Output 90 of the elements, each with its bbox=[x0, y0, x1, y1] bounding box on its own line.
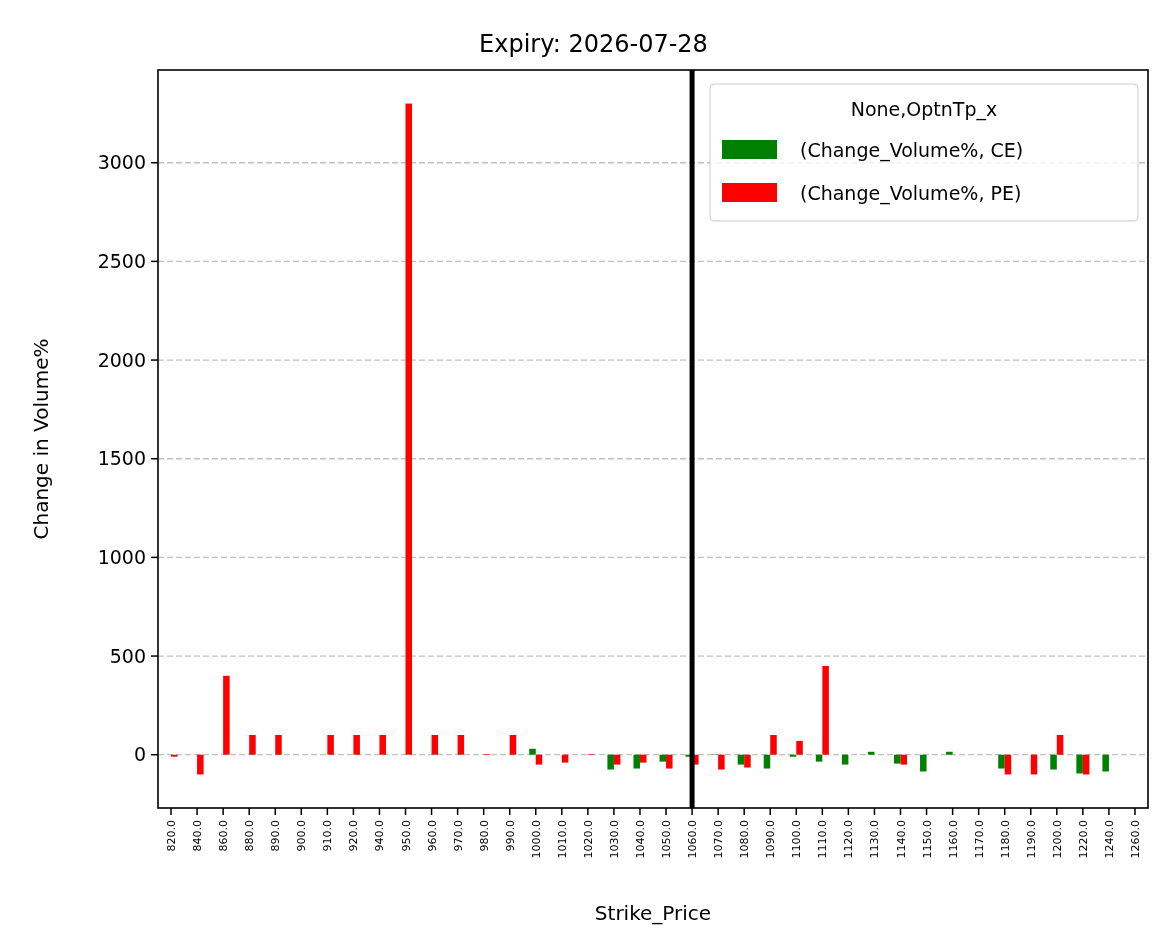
bar bbox=[607, 754, 614, 770]
bar bbox=[796, 740, 803, 755]
bar bbox=[920, 754, 927, 772]
x-tick-label: 1170.0 bbox=[972, 820, 986, 859]
legend-title: None,OptnTp_x bbox=[850, 98, 998, 121]
y-tick-label: 3000 bbox=[97, 151, 146, 174]
bar bbox=[815, 754, 823, 762]
legend-label: (Change_Volume%, CE) bbox=[800, 138, 1024, 162]
bar bbox=[822, 665, 829, 755]
x-tick-label: 880.0 bbox=[243, 820, 257, 852]
x-tick-label: 950.0 bbox=[399, 820, 413, 852]
x-tick-label: 1020.0 bbox=[581, 820, 595, 859]
x-tick-label: 840.0 bbox=[191, 820, 205, 852]
bar bbox=[457, 734, 465, 755]
legend-label: (Change_Volume%, PE) bbox=[800, 181, 1022, 205]
y-tick-label: 500 bbox=[109, 644, 146, 667]
bar bbox=[841, 754, 849, 765]
x-tick-label: 1110.0 bbox=[816, 820, 830, 859]
bar bbox=[946, 751, 953, 755]
bar bbox=[561, 754, 569, 763]
x-tick-label: 1060.0 bbox=[686, 820, 700, 859]
bar bbox=[1056, 734, 1064, 755]
bar bbox=[197, 754, 204, 775]
x-tick-label: 1160.0 bbox=[946, 820, 960, 859]
x-tick-label: 1180.0 bbox=[998, 820, 1012, 859]
x-tick-label: 920.0 bbox=[347, 820, 361, 852]
x-tick-label: 1000.0 bbox=[529, 820, 543, 859]
bar bbox=[1076, 754, 1083, 774]
x-axis-title: Strike_Price bbox=[594, 901, 712, 925]
bar bbox=[535, 754, 543, 765]
bar bbox=[867, 751, 875, 755]
x-tick-label: 1200.0 bbox=[1050, 820, 1064, 859]
y-tick-label: 1000 bbox=[97, 546, 146, 569]
bar bbox=[1050, 754, 1057, 770]
bar bbox=[1102, 754, 1109, 772]
bar bbox=[405, 103, 413, 755]
bar bbox=[353, 734, 360, 755]
y-axis-title: Change in Volume% bbox=[29, 338, 53, 540]
x-tick-label: 1190.0 bbox=[1024, 820, 1038, 859]
chart-title: Expiry: 2026-07-28 bbox=[479, 30, 708, 58]
bar bbox=[275, 734, 282, 755]
x-tick-label: 1150.0 bbox=[920, 820, 934, 859]
x-tick-label: 910.0 bbox=[321, 820, 335, 852]
bar bbox=[633, 754, 640, 769]
y-tick-label: 2000 bbox=[97, 348, 146, 371]
x-tick-label: 900.0 bbox=[295, 820, 309, 852]
x-tick-label: 820.0 bbox=[165, 820, 179, 852]
x-tick-label: 1220.0 bbox=[1076, 820, 1090, 859]
y-tick-label: 0 bbox=[133, 743, 146, 766]
bar bbox=[379, 734, 386, 755]
x-tick-label: 860.0 bbox=[217, 820, 231, 852]
bar bbox=[666, 754, 673, 769]
bar bbox=[893, 754, 901, 764]
x-tick-label: 980.0 bbox=[477, 820, 491, 852]
x-tick-label: 970.0 bbox=[451, 820, 465, 852]
x-tick-label: 940.0 bbox=[373, 820, 387, 852]
x-tick-label: 890.0 bbox=[269, 820, 283, 852]
x-tick-label: 1120.0 bbox=[842, 820, 856, 859]
bar bbox=[659, 754, 667, 762]
bar bbox=[718, 754, 725, 770]
x-tick-label: 1040.0 bbox=[633, 820, 647, 859]
bar bbox=[770, 734, 777, 755]
x-tick-label: 1100.0 bbox=[790, 820, 804, 859]
bar bbox=[529, 748, 536, 755]
bar bbox=[327, 734, 334, 755]
x-tick-label: 1260.0 bbox=[1128, 820, 1142, 859]
bar bbox=[249, 734, 256, 755]
bar bbox=[998, 754, 1005, 769]
bar bbox=[639, 754, 647, 763]
x-tick-label: 960.0 bbox=[425, 820, 439, 852]
bar bbox=[509, 734, 517, 755]
y-tick-label: 1500 bbox=[97, 447, 146, 470]
bar bbox=[613, 754, 621, 765]
x-tick-label: 990.0 bbox=[503, 820, 517, 852]
bar bbox=[737, 754, 745, 765]
bar bbox=[744, 754, 751, 768]
bar bbox=[223, 675, 230, 755]
x-tick-label: 1090.0 bbox=[764, 820, 778, 859]
bar bbox=[900, 754, 908, 765]
x-tick-label: 1080.0 bbox=[738, 820, 752, 859]
bar bbox=[431, 734, 439, 755]
x-tick-label: 1240.0 bbox=[1102, 820, 1116, 859]
bar bbox=[763, 754, 771, 769]
y-tick-label: 2500 bbox=[97, 250, 146, 273]
x-tick-label: 1030.0 bbox=[607, 820, 621, 859]
x-tick-label: 1070.0 bbox=[712, 820, 726, 859]
x-tick-label: 1010.0 bbox=[555, 820, 569, 859]
x-tick-label: 1140.0 bbox=[894, 820, 908, 859]
x-tick-label: 1050.0 bbox=[660, 820, 674, 859]
x-tick-label: 1130.0 bbox=[868, 820, 882, 859]
